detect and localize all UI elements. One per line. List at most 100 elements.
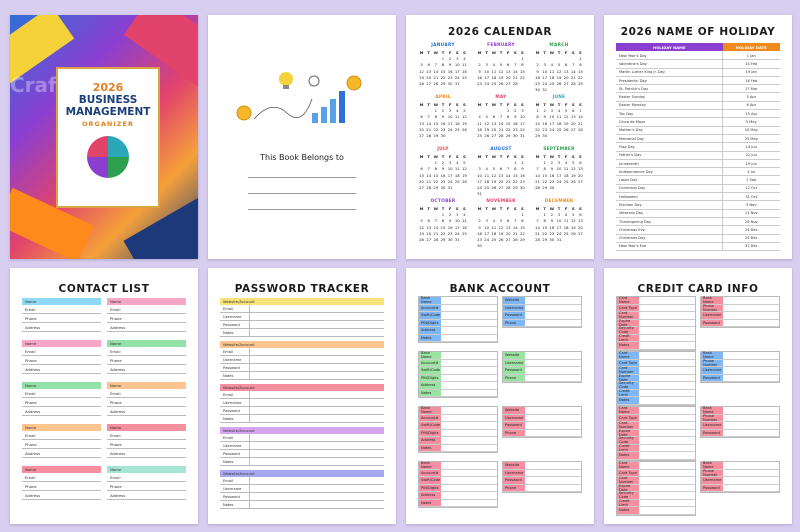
info-row: Card Type xyxy=(617,414,695,422)
info-field-label: Card Name xyxy=(617,461,639,469)
info-field-label: Address xyxy=(419,437,441,444)
password-row: Email xyxy=(220,348,384,356)
day-cell: 18 xyxy=(556,120,562,126)
holiday-name: Independence Day xyxy=(616,168,723,176)
right-info-block: Website Username Password Phone xyxy=(502,461,582,493)
day-cell: 10 xyxy=(484,68,490,74)
password-row: Username xyxy=(220,356,384,364)
day-cell: 25 xyxy=(461,230,467,236)
day-cell: 15 xyxy=(440,224,446,230)
holiday-date: 10 May xyxy=(744,128,758,133)
day-cell: 22 xyxy=(505,126,511,132)
password-block: Website/Account Email Username Password Note… xyxy=(220,384,384,423)
day-cell: 18 xyxy=(549,74,555,80)
day-cell: 24 xyxy=(549,126,555,132)
password-row: Password xyxy=(220,364,384,372)
day-cell: 8 xyxy=(434,114,438,120)
empty-day xyxy=(483,108,490,113)
day-cell: 29 xyxy=(542,236,548,242)
day-cell: 21 xyxy=(505,178,511,184)
day-cell: 24 xyxy=(454,230,460,236)
day-header: T xyxy=(557,206,561,211)
empty-day xyxy=(490,56,497,61)
contact-field-label: Email xyxy=(22,305,101,314)
day-cell: 20 xyxy=(570,120,576,126)
day-cell: 16 xyxy=(440,172,446,178)
day-cell: 22 xyxy=(512,178,518,184)
day-cell: 11 xyxy=(454,166,460,172)
holiday-row: Presidents' Day 16 Feb xyxy=(616,76,780,86)
info-field-label: Swift/Code xyxy=(419,477,441,484)
calendar-page: 2026 CALENDAR JANUARY M T W T F S S 1 2 3 4 5 6 7 8 9 10 1… xyxy=(406,15,594,259)
day-cell: 22 xyxy=(433,178,439,184)
website-label: Website/Account xyxy=(220,341,384,348)
empty-day xyxy=(425,212,432,217)
day-cell: 30 xyxy=(549,184,555,190)
password-field-label: Username xyxy=(220,485,250,492)
month-name: FEBRUARY xyxy=(487,43,515,48)
day-header: T xyxy=(499,102,503,107)
info-row: PIN/Digits xyxy=(419,429,497,437)
day-cell: 21 xyxy=(498,126,504,132)
contact-block: Name Email Phone Address xyxy=(22,424,101,458)
day-cell: 23 xyxy=(440,178,446,184)
day-cell: 6 xyxy=(564,62,568,68)
day-cell: 13 xyxy=(498,172,504,178)
holiday-name: Juneteenth xyxy=(616,159,723,168)
day-cell: 15 xyxy=(542,224,548,230)
password-block: Website/Account Email Username Password Note… xyxy=(220,470,384,509)
day-cell: 6 xyxy=(506,218,510,224)
empty-day xyxy=(483,160,490,165)
info-row: Swift/Code xyxy=(419,367,497,375)
day-cell: 7 xyxy=(506,166,510,172)
info-row: PIN/Digits xyxy=(419,319,497,327)
growth-illustration-icon xyxy=(236,72,362,123)
password-field-label: Notes xyxy=(220,458,250,465)
day-cell: 16 xyxy=(535,74,540,80)
info-field-label: Expire Date xyxy=(617,429,639,437)
holiday-row: Independence Day 4 Jul xyxy=(616,168,780,177)
day-header: S xyxy=(455,154,459,159)
password-block: Website/Account Email Username Password Note… xyxy=(220,427,384,466)
cover-title-card: 2026 BUSINESS MANAGEMENT ORGANIZER xyxy=(56,67,160,208)
day-cell: 2 xyxy=(550,212,554,218)
empty-day xyxy=(534,56,541,61)
info-field-label: Password xyxy=(503,367,525,374)
day-cell: 10 xyxy=(519,114,525,120)
day-cell: 22 xyxy=(440,230,446,236)
cover-page: CraftNest 2026 BUSINESS MANAGEMENT ORGAN… xyxy=(10,15,198,259)
day-cell: 12 xyxy=(563,114,569,120)
info-row: Password xyxy=(503,312,581,320)
day-header: W xyxy=(433,206,438,211)
day-cell: 1 xyxy=(514,160,517,166)
day-cell: 24 xyxy=(484,236,490,242)
day-cell: 5 xyxy=(463,160,466,166)
empty-day xyxy=(497,160,504,165)
day-cell: 19 xyxy=(419,230,424,236)
day-cell: 16 xyxy=(519,172,525,178)
info-row: Notes xyxy=(617,342,695,350)
holiday-row: Easter Monday 6 Apr xyxy=(616,101,780,111)
info-row: Expire Date xyxy=(617,484,695,492)
holiday-name: New Year's Eve xyxy=(616,242,723,251)
day-header: T xyxy=(485,154,488,159)
info-field-label: PIN/Digits xyxy=(419,429,441,436)
info-row: Swift/Code xyxy=(419,312,497,320)
holiday-date: 21 Jun xyxy=(745,153,757,158)
info-row: Notes xyxy=(617,507,695,515)
day-header: M xyxy=(477,102,482,107)
info-field-label: Credit Limit xyxy=(617,389,639,397)
month-days: M T W T F S S 1 2 3 4 5 6 7 8 9 10 11 12 13 14 15 16 17 18 19 20 21… xyxy=(418,50,468,86)
info-row: Card Name xyxy=(617,351,695,360)
month-block: MARCH M T W T F S S 1 2 3 4 5 6 7 8 9 10 11 12 13 14 15 16 17 18 1… xyxy=(534,43,584,92)
holiday-row: Election Day 3 Nov xyxy=(616,201,780,210)
day-cell: 29 xyxy=(535,132,540,138)
day-header: T xyxy=(441,102,445,107)
day-cell: 25 xyxy=(556,126,562,132)
month-days: M T W T F S S 1 2 3 4 5 6 7 8 9 10 11 12 13 14 15 16 17 18 19 20 21… xyxy=(418,102,468,138)
info-field-label: Bank Name xyxy=(419,351,441,359)
info-row: Username xyxy=(701,312,779,320)
info-row: Bank Name xyxy=(701,351,779,360)
day-cell: 23 xyxy=(447,74,453,80)
day-header: S xyxy=(521,102,524,107)
